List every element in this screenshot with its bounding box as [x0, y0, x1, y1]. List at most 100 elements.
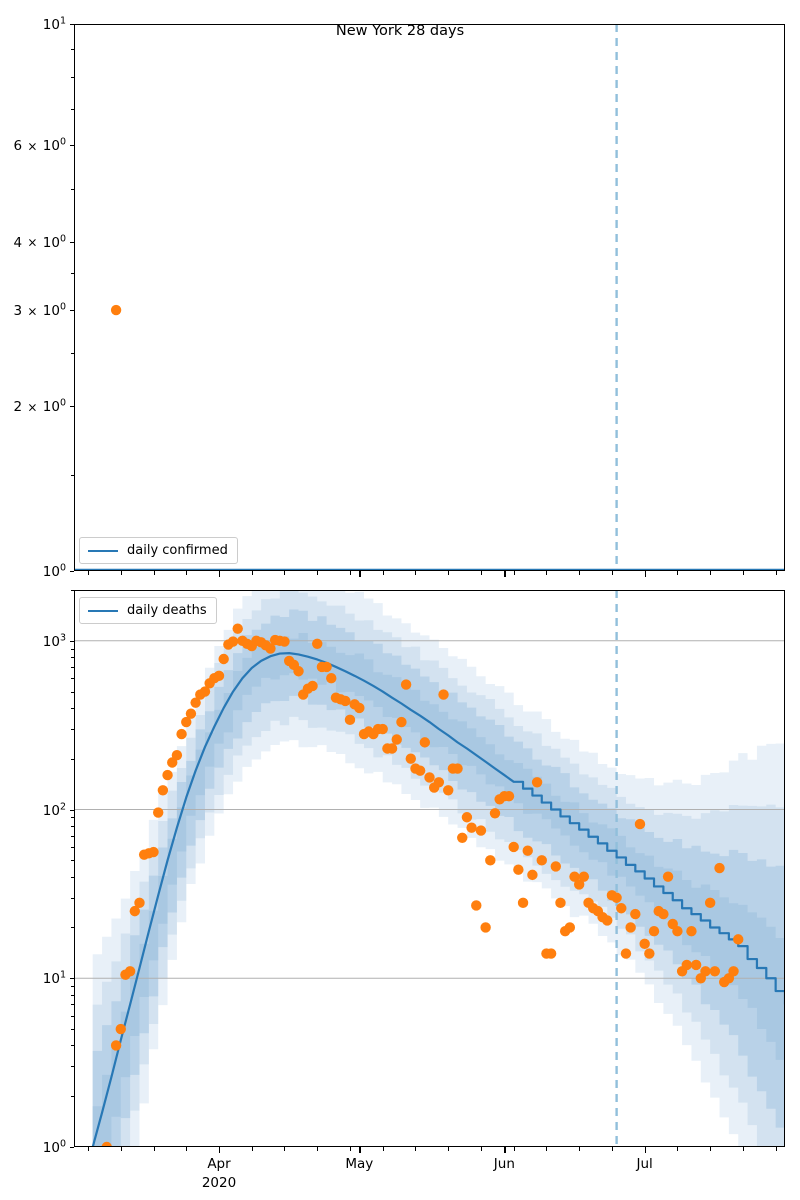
- scatter-point: [485, 855, 496, 866]
- x-tickmark: [644, 571, 646, 577]
- scatter-point: [181, 716, 192, 728]
- scatter-point: [400, 679, 412, 690]
- legend-label-daily-confirmed: daily confirmed: [127, 543, 228, 558]
- x-minor-tickmark: [317, 571, 319, 575]
- page-title: New York 28 days: [335, 23, 465, 39]
- x-minor-tickmark: [513, 571, 515, 575]
- y-minor-tickmark: [71, 817, 74, 819]
- x-minor-tickmark: [349, 571, 351, 575]
- scatter-point: [157, 785, 169, 796]
- daily-deaths-median-line: [91, 652, 785, 1147]
- scatter-point: [634, 818, 646, 830]
- y-tick-label: 3 × 100: [13, 301, 66, 319]
- scatter-point: [457, 832, 468, 843]
- x-minor-tickmark: [677, 571, 679, 575]
- scatter-point: [265, 643, 276, 654]
- y-minor-tickmark: [71, 648, 74, 650]
- scatter-point: [321, 661, 332, 673]
- scatter-point: [190, 697, 201, 708]
- y-tick-label: 102: [42, 800, 66, 819]
- scatter-point: [672, 926, 683, 937]
- scatter-point: [443, 785, 454, 796]
- x-tickmark: [504, 571, 506, 577]
- x-axis-year-label: 2020: [201, 1175, 237, 1191]
- y-minor-tickmark: [71, 1066, 74, 1068]
- scatter-point: [475, 825, 487, 836]
- scatter-point: [648, 926, 660, 937]
- y-minor-tickmark: [71, 474, 74, 476]
- scatter-point: [733, 934, 744, 945]
- scatter-point: [625, 922, 636, 933]
- x-minor-tickmark: [415, 1147, 417, 1151]
- scatter-point: [690, 959, 702, 971]
- x-tickmark: [644, 1147, 646, 1153]
- scatter-point: [709, 966, 721, 977]
- y-tick-label: 101: [42, 15, 66, 33]
- scatter-point: [620, 948, 632, 959]
- y-minor-tickmark: [71, 108, 74, 110]
- x-minor-tickmark: [775, 571, 777, 575]
- scatter-point: [227, 636, 239, 647]
- y-minor-tickmark: [71, 897, 74, 899]
- scatter-point: [452, 763, 463, 774]
- scatter-point: [555, 897, 566, 909]
- x-minor-tickmark: [579, 571, 581, 575]
- scatter-point: [101, 1141, 112, 1147]
- y-tick-label: 100: [42, 562, 66, 580]
- y-minor-tickmark: [71, 876, 74, 878]
- y-minor-tickmark: [71, 590, 74, 591]
- scatter-point: [162, 769, 173, 781]
- scatter-point: [312, 638, 323, 649]
- y-tick-label: 101: [42, 969, 66, 988]
- scatter-point: [686, 926, 697, 937]
- scatter-point: [340, 695, 351, 707]
- scatter-point: [630, 908, 641, 920]
- scatter-point: [152, 807, 164, 818]
- scatter-point: [513, 864, 524, 875]
- scatter-point: [662, 871, 674, 882]
- scatter-point: [307, 680, 318, 692]
- x-minor-tickmark: [611, 1147, 613, 1151]
- x-minor-tickmark: [88, 1147, 90, 1151]
- scatter-point: [405, 753, 416, 764]
- scatter-point: [681, 959, 692, 971]
- scatter-point: [714, 862, 725, 874]
- x-minor-tickmark: [546, 571, 548, 575]
- scatter-point: [424, 772, 435, 783]
- legend-daily-deaths[interactable]: daily deaths: [79, 597, 217, 624]
- scatter-point: [396, 716, 407, 728]
- scatter-point: [644, 948, 655, 959]
- scatter-point: [461, 812, 473, 823]
- scatter-point: [573, 879, 585, 890]
- scatter-point: [639, 938, 650, 950]
- scatter-point: [213, 670, 225, 682]
- scatter-point: [700, 966, 711, 977]
- panel-daily-deaths: [74, 590, 785, 1147]
- x-minor-tickmark: [448, 571, 450, 575]
- scatter-point: [527, 869, 538, 881]
- scatter-point: [419, 737, 431, 748]
- x-minor-tickmark: [513, 1147, 515, 1151]
- y-minor-tickmark: [71, 994, 74, 996]
- y-tickmark: [70, 571, 74, 572]
- y-minor-tickmark: [71, 825, 74, 827]
- x-minor-tickmark: [186, 571, 188, 575]
- scatter-point: [602, 915, 613, 926]
- y-tickmark: [70, 978, 74, 980]
- y-tick-label: 6 × 100: [13, 136, 66, 155]
- x-minor-tickmark: [480, 571, 482, 575]
- legend-daily-confirmed[interactable]: daily confirmed: [79, 537, 238, 564]
- scatter-point: [377, 723, 388, 735]
- y-minor-tickmark: [71, 758, 74, 760]
- scatter-point: [611, 892, 622, 903]
- scatter-point: [171, 749, 183, 761]
- y-minor-tickmark: [71, 729, 74, 731]
- scatter-point: [110, 1040, 122, 1051]
- scatter-point: [185, 708, 197, 719]
- y-minor-tickmark: [71, 1015, 74, 1017]
- scatter-point: [658, 908, 669, 920]
- y-minor-tickmark: [71, 678, 74, 680]
- scatter-point: [517, 897, 529, 909]
- y-tickmark: [70, 640, 74, 642]
